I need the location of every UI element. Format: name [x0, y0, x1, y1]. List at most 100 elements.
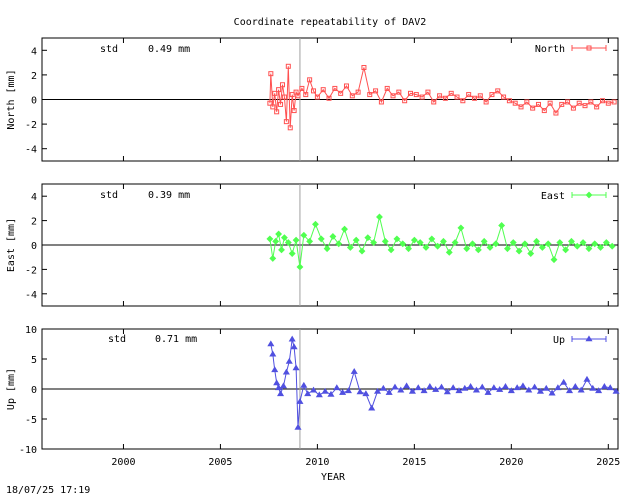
up-data-point	[519, 382, 527, 389]
east-data-point	[296, 263, 304, 271]
up-data-point	[356, 388, 364, 395]
up-std-label: std	[108, 334, 126, 345]
up-data-point	[542, 384, 550, 391]
north-data-point	[442, 95, 448, 101]
east-data-point	[538, 244, 546, 251]
north-data-point	[407, 90, 413, 96]
east-data-point	[280, 234, 288, 242]
east-data-point	[504, 245, 511, 253]
north-data-point	[565, 99, 571, 105]
up-data-point	[385, 389, 393, 395]
north-data-point	[270, 104, 276, 110]
north-data-point	[518, 104, 524, 110]
up-data-point	[449, 384, 457, 391]
up-data-point	[525, 386, 533, 393]
north-data-point	[437, 93, 443, 99]
north-data-point	[599, 98, 605, 104]
up-data-point	[267, 340, 275, 347]
up-data-point	[350, 368, 358, 374]
north-std-value: 0.49 mm	[148, 44, 190, 55]
up-data-point	[273, 379, 281, 386]
north-data-point	[594, 104, 600, 110]
north-data-point	[524, 99, 530, 105]
east-data-point	[288, 250, 296, 257]
up-data-point	[606, 384, 614, 391]
east-data-point	[272, 237, 280, 245]
north-data-point	[466, 92, 472, 98]
north-data-point	[553, 110, 559, 116]
up-y-tick-label: -10	[19, 445, 37, 456]
east-data-point	[306, 237, 314, 245]
east-data-point	[416, 239, 424, 246]
north-y-tick-label: 2	[31, 71, 37, 82]
north-data-point	[272, 90, 278, 96]
up-data-point	[420, 387, 428, 394]
east-data-point	[352, 236, 360, 244]
north-data-point	[276, 87, 282, 93]
north-data-point	[373, 88, 379, 94]
north-data-point	[588, 99, 594, 105]
east-std-label: std	[100, 190, 118, 201]
north-data-point	[287, 125, 293, 131]
east-data-point	[515, 247, 523, 255]
up-data-point	[455, 387, 463, 394]
up-legend-label: Up	[553, 335, 565, 346]
east-data-point	[480, 237, 488, 245]
up-y-tick-label: 5	[31, 355, 37, 366]
north-data-point	[530, 105, 536, 111]
up-data-point	[333, 384, 341, 391]
up-data-point	[472, 386, 480, 393]
up-data-point	[589, 384, 597, 391]
up-data-point	[554, 384, 562, 391]
east-data-point	[602, 239, 610, 246]
north-data-point	[326, 95, 332, 101]
north-data-point	[307, 77, 313, 83]
north-data-point	[378, 99, 384, 105]
north-data-point	[303, 92, 309, 98]
east-data-point	[278, 246, 285, 254]
up-data-point	[432, 386, 440, 392]
x-tick-label: 2005	[208, 457, 232, 468]
east-data-point	[317, 235, 325, 243]
up-data-point	[478, 383, 486, 390]
north-data-point	[489, 92, 495, 98]
north-data-point	[576, 100, 582, 106]
up-data-point	[408, 387, 416, 394]
east-data-point	[364, 234, 372, 242]
north-data-point	[343, 83, 349, 89]
north-data-point	[454, 94, 460, 100]
east-data-point	[358, 247, 366, 255]
up-data-point	[496, 386, 504, 392]
north-data-point	[611, 99, 617, 105]
up-data-point	[275, 384, 283, 391]
east-data-point	[463, 245, 471, 253]
up-data-point	[373, 387, 382, 394]
up-data-point	[577, 386, 585, 393]
east-y-tick-label: 0	[31, 241, 37, 252]
x-tick-label: 2025	[596, 457, 620, 468]
north-data-point	[291, 108, 297, 114]
north-data-point	[320, 87, 326, 93]
east-y-tick-label: 2	[31, 217, 37, 228]
north-series-line	[269, 66, 615, 128]
north-data-point	[314, 94, 320, 100]
up-data-point	[288, 335, 296, 342]
north-data-point	[367, 92, 373, 98]
east-data-point	[393, 235, 401, 243]
east-y-axis-label: East [mm]	[6, 218, 17, 272]
east-data-point	[527, 250, 535, 257]
up-data-point	[513, 384, 521, 391]
east-data-point	[445, 248, 453, 256]
up-data-point	[292, 364, 300, 371]
up-data-point	[282, 368, 290, 375]
up-data-point	[368, 404, 376, 411]
north-data-point	[477, 93, 483, 99]
east-data-point	[608, 242, 616, 250]
up-data-point	[565, 387, 574, 394]
east-data-point	[399, 240, 407, 248]
north-data-point	[361, 65, 367, 71]
east-data-point	[434, 242, 442, 250]
up-y-tick-label: 10	[25, 325, 37, 336]
chart-title: Coordinate repeatability of DAV2	[234, 17, 427, 28]
